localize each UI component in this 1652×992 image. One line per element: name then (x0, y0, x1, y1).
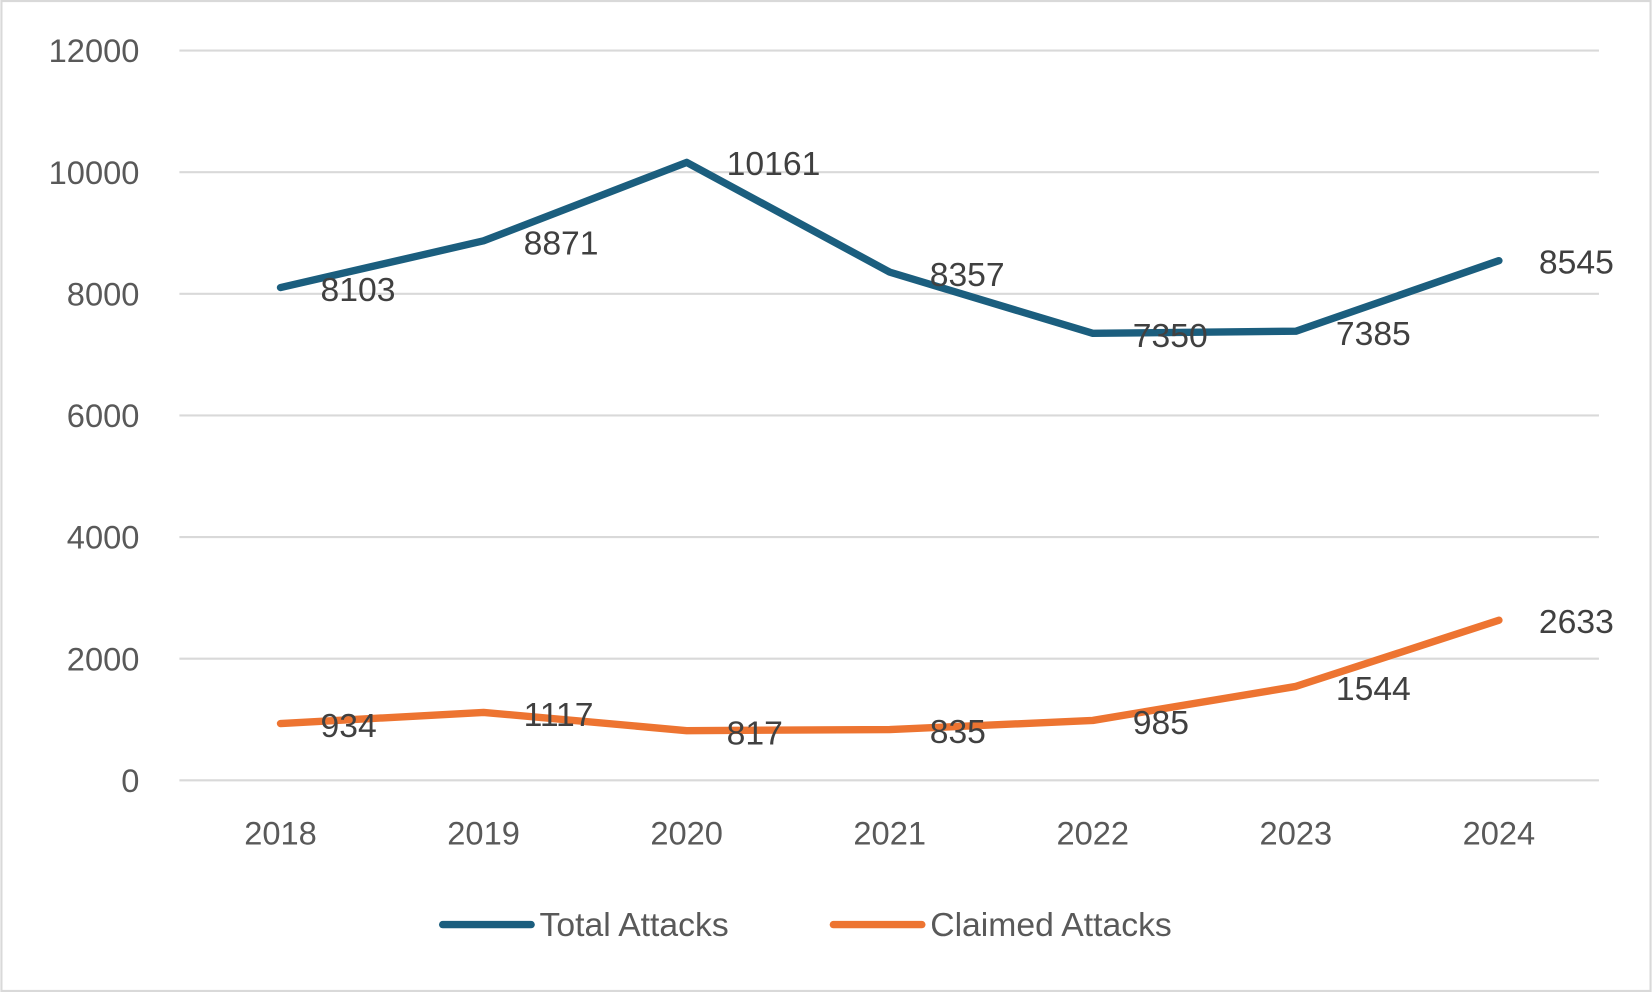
data-label: 8357 (930, 257, 1005, 294)
legend: Total Attacks Claimed Attacks (438, 907, 1172, 944)
y-tick-label: 12000 (49, 32, 140, 69)
data-labels: 8103 8871 10161 8357 7350 7385 8545 934 1117 817 8… (321, 146, 1614, 752)
x-tick-label: 2023 (1260, 815, 1333, 852)
y-tick-label: 2000 (67, 640, 140, 677)
x-tick-label: 2019 (447, 815, 520, 852)
series-lines (276, 158, 1503, 735)
legend-label: Total Attacks (540, 907, 729, 944)
data-label: 2633 (1539, 604, 1614, 641)
y-tick-label: 4000 (67, 519, 140, 556)
series-line-total-attacks (276, 158, 1503, 338)
y-tick-label: 6000 (67, 397, 140, 434)
y-axis-ticks: 0 2000 4000 6000 8000 10000 12000 (49, 32, 140, 799)
data-label: 8871 (524, 226, 599, 263)
data-label: 7385 (1336, 316, 1411, 353)
series-line-claimed-attacks (276, 616, 1503, 735)
x-tick-label: 2021 (853, 815, 926, 852)
data-label: 1117 (524, 697, 594, 734)
data-label: 8103 (321, 272, 396, 309)
data-label: 835 (930, 714, 986, 751)
y-tick-label: 10000 (49, 154, 140, 191)
data-label: 934 (321, 708, 377, 745)
x-axis-ticks: 2018 2019 2020 2021 2022 2023 2024 (244, 815, 1535, 852)
x-tick-label: 2024 (1463, 815, 1536, 852)
data-label: 817 (727, 715, 783, 752)
x-tick-label: 2022 (1056, 815, 1129, 852)
gridlines (179, 49, 1599, 782)
y-tick-label: 0 (121, 762, 139, 799)
y-tick-label: 8000 (67, 275, 140, 312)
data-label: 10161 (727, 146, 821, 183)
x-tick-label: 2020 (650, 815, 723, 852)
x-tick-label: 2018 (244, 815, 317, 852)
data-label: 985 (1133, 705, 1189, 742)
data-label: 1544 (1336, 671, 1411, 708)
data-label: 8545 (1539, 244, 1614, 281)
data-label: 7350 (1133, 318, 1208, 355)
legend-label: Claimed Attacks (930, 907, 1172, 944)
